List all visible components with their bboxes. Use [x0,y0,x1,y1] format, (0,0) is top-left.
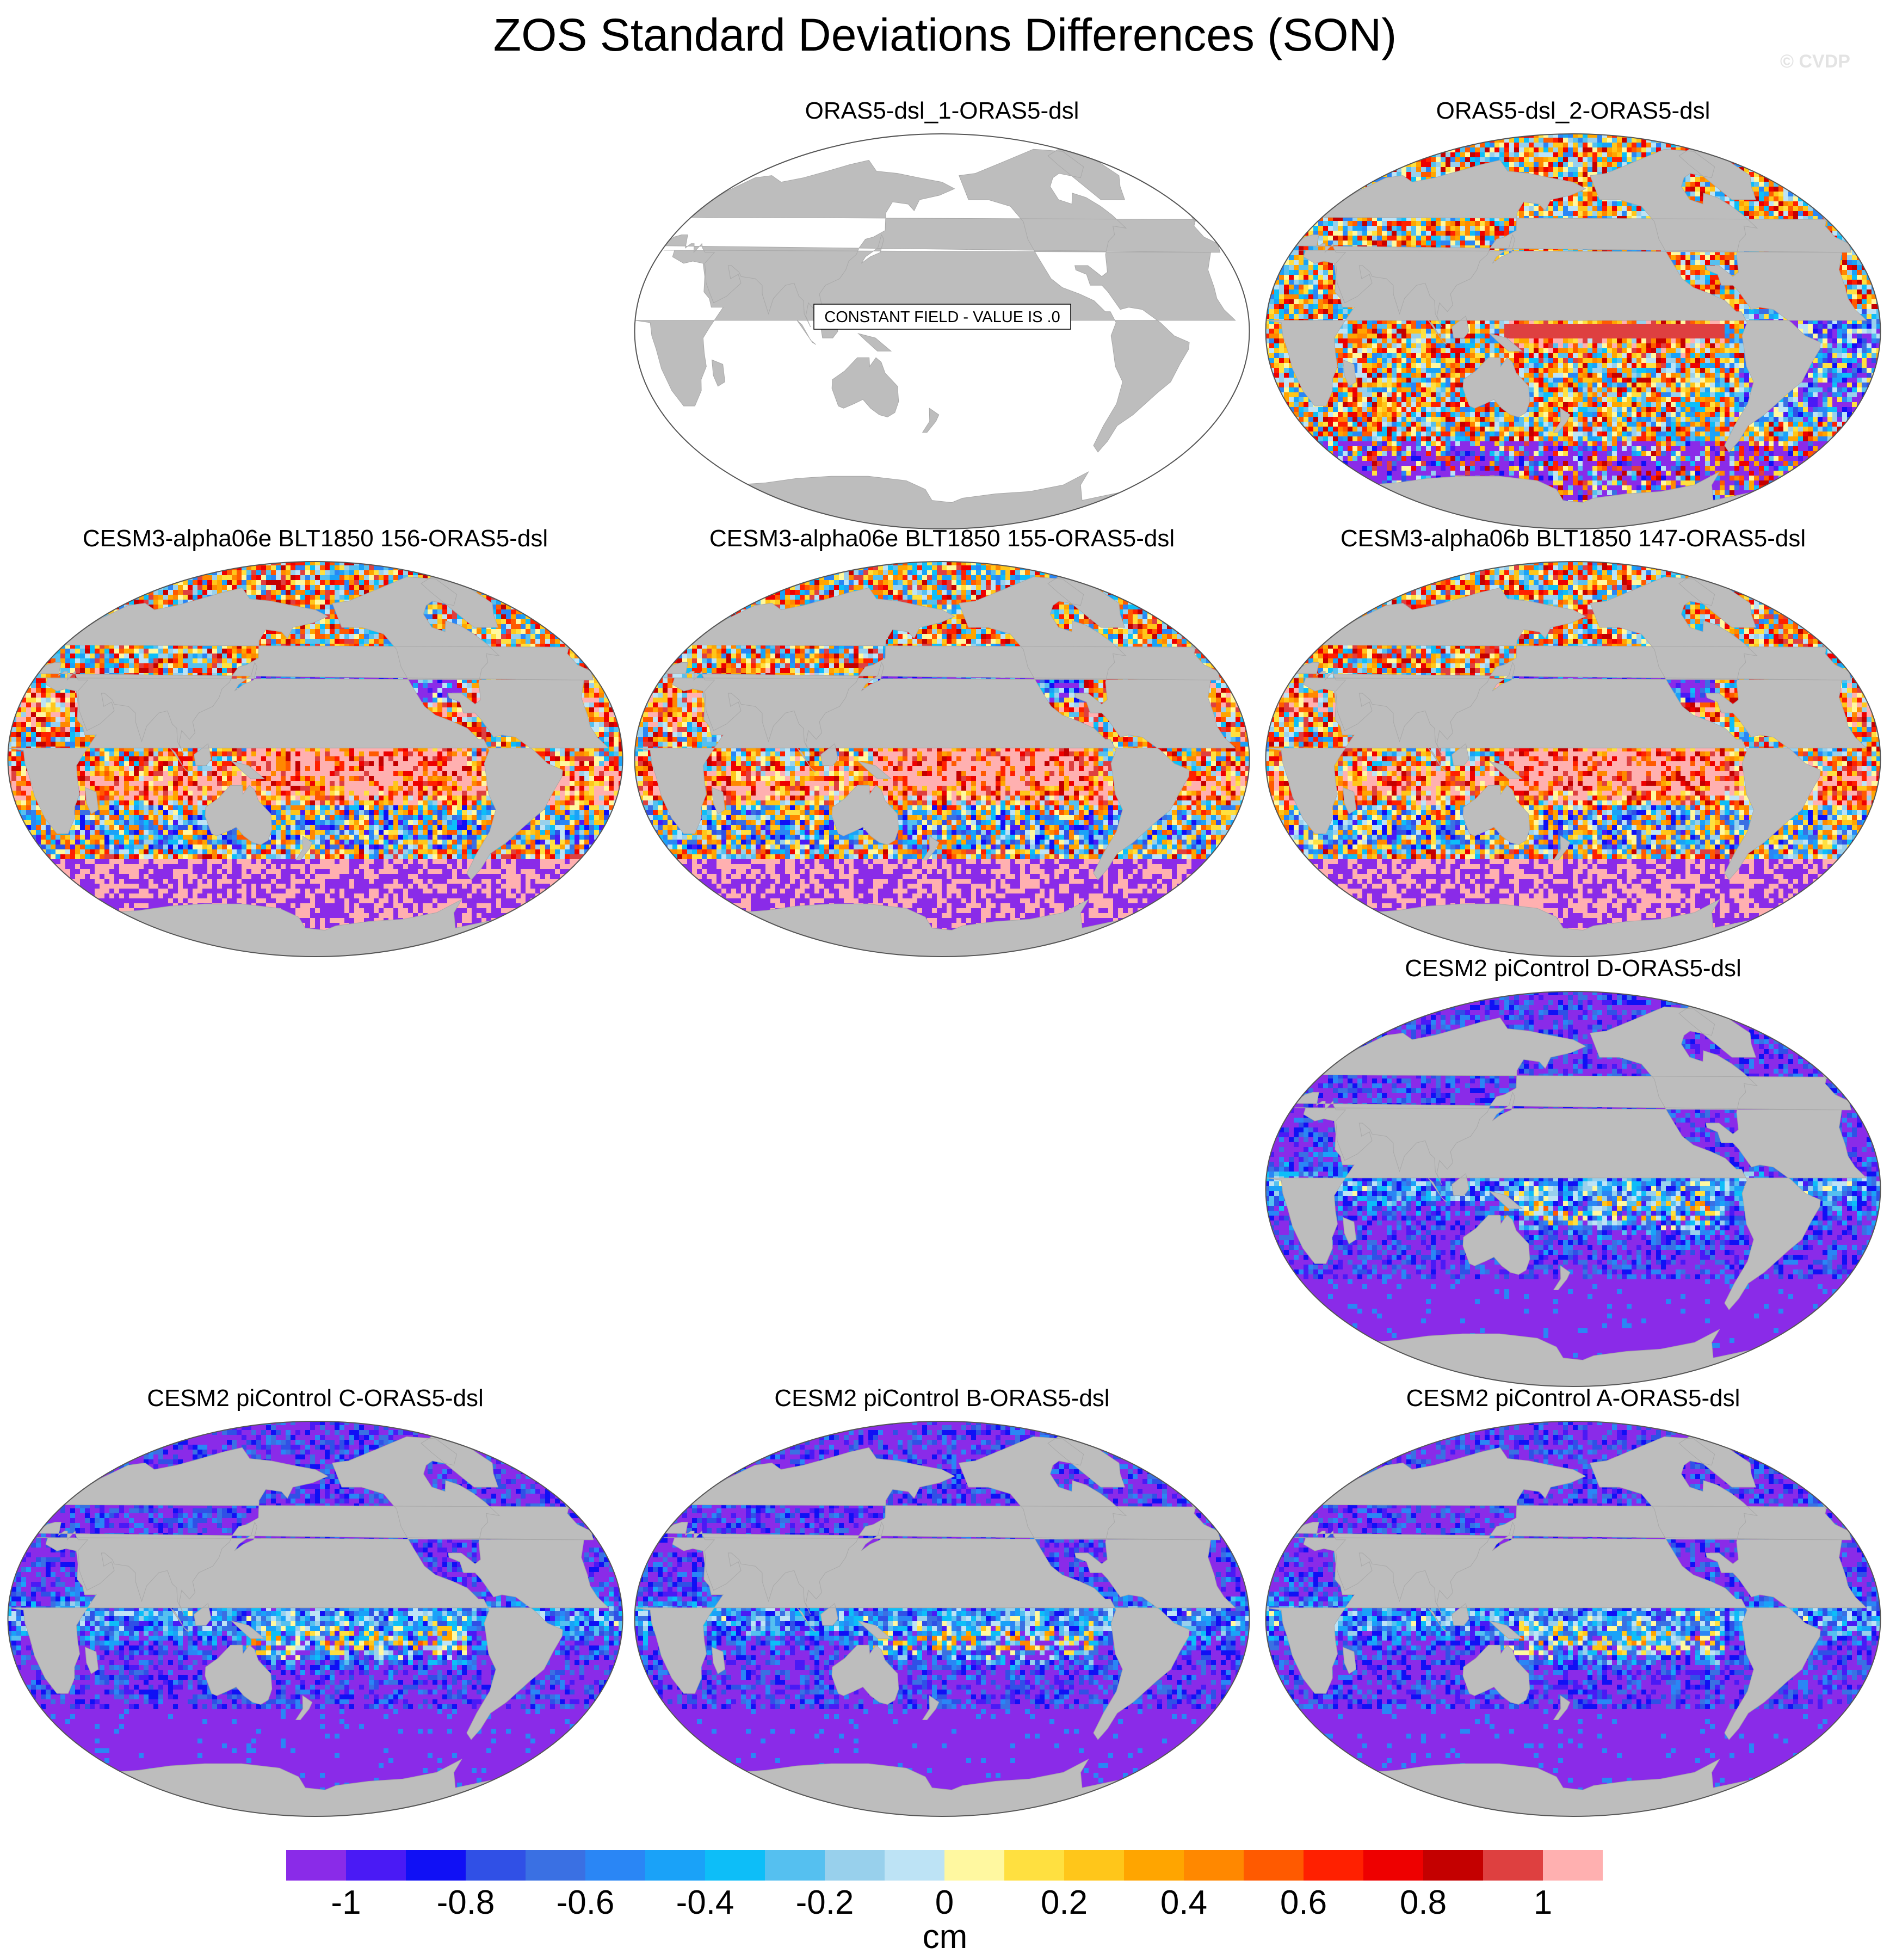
colorbar-units: cm [891,1918,999,1956]
map-panel-cesm2-d: CESM2 piControl D-ORAS5-dsl [1264,952,1882,1388]
colorbar-swatch [1004,1850,1065,1881]
cvdp-watermark: © CVDP [1780,51,1850,72]
colorbar-tick-label: -1 [292,1884,400,1922]
colorbar-tick-label: 0.8 [1369,1884,1478,1922]
world-map [7,1420,624,1817]
colorbar-swatch [526,1850,586,1881]
map-panel-oras5-dsl-2: ORAS5-dsl_2-ORAS5-dsl [1264,95,1882,530]
world-map [1264,560,1882,958]
panel-title: CESM3-alpha06e BLT1850 155-ORAS5-dsl [633,522,1251,555]
map-panel-cesm2-a: CESM2 piControl A-ORAS5-dsl [1264,1382,1882,1817]
world-map [633,560,1251,958]
colorbar-swatch [885,1850,945,1881]
colorbar-swatch [944,1850,1005,1881]
colorbar [286,1850,1603,1881]
constant-field-label: CONSTANT FIELD - VALUE IS .0 [814,304,1071,329]
colorbar-tick-label: -0.6 [531,1884,640,1922]
colorbar-swatch [466,1850,526,1881]
colorbar-swatch [765,1850,825,1881]
panel-title: CESM3-alpha06e BLT1850 156-ORAS5-dsl [7,522,624,555]
colorbar-swatch [1543,1850,1603,1881]
colorbar-swatch [1304,1850,1364,1881]
colorbar-swatch [1184,1850,1244,1881]
colorbar-tick-label: 1 [1488,1884,1597,1922]
colorbar-swatch [825,1850,885,1881]
colorbar-swatch [585,1850,646,1881]
map-panel-cesm3-147: CESM3-alpha06b BLT1850 147-ORAS5-dsl [1264,522,1882,958]
world-map [1264,133,1882,530]
colorbar-swatch [1244,1850,1304,1881]
world-map [1264,990,1882,1388]
panel-title: CESM2 piControl D-ORAS5-dsl [1264,952,1882,985]
map-panel-cesm2-b: CESM2 piControl B-ORAS5-dsl [633,1382,1251,1817]
figure-title: ZOS Standard Deviations Differences (SON… [0,8,1890,62]
panel-title: CESM2 piControl A-ORAS5-dsl [1264,1382,1882,1415]
world-map [633,1420,1251,1817]
colorbar-tick-label: 0.4 [1129,1884,1238,1922]
colorbar-swatch [1483,1850,1543,1881]
panel-title: CESM2 piControl B-ORAS5-dsl [633,1382,1251,1415]
world-map: CONSTANT FIELD - VALUE IS .0 [633,133,1251,530]
map-panel-cesm3-156: CESM3-alpha06e BLT1850 156-ORAS5-dsl [7,522,624,958]
panel-title: CESM2 piControl C-ORAS5-dsl [7,1382,624,1415]
colorbar-swatch [1423,1850,1484,1881]
colorbar-swatch [645,1850,706,1881]
map-panel-oras5-dsl-1: ORAS5-dsl_1-ORAS5-dsl CONSTANT FIELD - V… [633,95,1251,530]
colorbar-swatch [346,1850,406,1881]
colorbar-tick-label: -0.4 [651,1884,759,1922]
panel-title: ORAS5-dsl_2-ORAS5-dsl [1264,95,1882,127]
colorbar-tick-label: -0.2 [770,1884,879,1922]
colorbar-tick-label: 0 [890,1884,999,1922]
map-panel-cesm3-155: CESM3-alpha06e BLT1850 155-ORAS5-dsl [633,522,1251,958]
colorbar-swatch [406,1850,466,1881]
constant-field-text: CONSTANT FIELD - VALUE IS .0 [824,309,1060,326]
colorbar-swatch [1363,1850,1424,1881]
map-panel-cesm2-c: CESM2 piControl C-ORAS5-dsl [7,1382,624,1817]
colorbar-swatch [286,1850,347,1881]
world-map [7,560,624,958]
colorbar-swatch [1124,1850,1184,1881]
colorbar-tick-label: 0.2 [1010,1884,1119,1922]
panel-title: CESM3-alpha06b BLT1850 147-ORAS5-dsl [1264,522,1882,555]
colorbar-swatch [705,1850,765,1881]
colorbar-tick-label: -0.8 [411,1884,520,1922]
panel-title: ORAS5-dsl_1-ORAS5-dsl [633,95,1251,127]
colorbar-swatch [1064,1850,1125,1881]
world-map [1264,1420,1882,1817]
colorbar-tick-label: 0.6 [1249,1884,1358,1922]
